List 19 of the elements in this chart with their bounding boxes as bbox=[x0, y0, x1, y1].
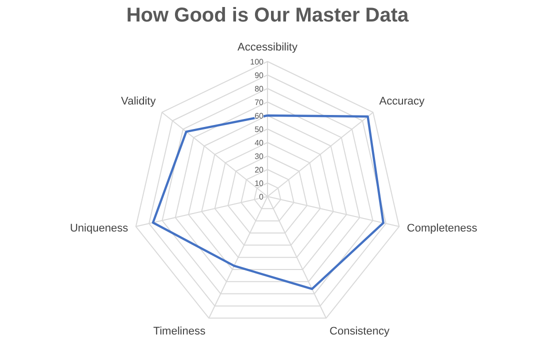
y-tick-label: 0 bbox=[259, 192, 264, 202]
y-tick-label: 40 bbox=[254, 138, 264, 148]
spoke-label: Consistency bbox=[330, 325, 390, 338]
y-tick-label: 80 bbox=[254, 84, 264, 94]
y-tick-label: 70 bbox=[254, 98, 264, 107]
spoke-label: Timeliness bbox=[153, 325, 206, 338]
y-tick-label: 90 bbox=[254, 71, 264, 80]
spoke-label: Accuracy bbox=[379, 95, 426, 108]
spoke-label: Completeness bbox=[406, 222, 478, 234]
y-tick-label: 100 bbox=[250, 58, 264, 66]
y-tick-label: 20 bbox=[254, 166, 264, 174]
y-tick-label: 10 bbox=[254, 179, 264, 188]
y-tick-label: 30 bbox=[254, 152, 264, 161]
spoke-label: Validity bbox=[121, 95, 156, 108]
y-tick-label: 60 bbox=[254, 112, 264, 120]
spoke-label: Accessibility bbox=[238, 42, 298, 54]
spoke-label: Uniqueness bbox=[70, 222, 129, 234]
chart-title: How Good is Our Master Data bbox=[126, 4, 410, 26]
y-tick-label: 50 bbox=[254, 125, 264, 134]
